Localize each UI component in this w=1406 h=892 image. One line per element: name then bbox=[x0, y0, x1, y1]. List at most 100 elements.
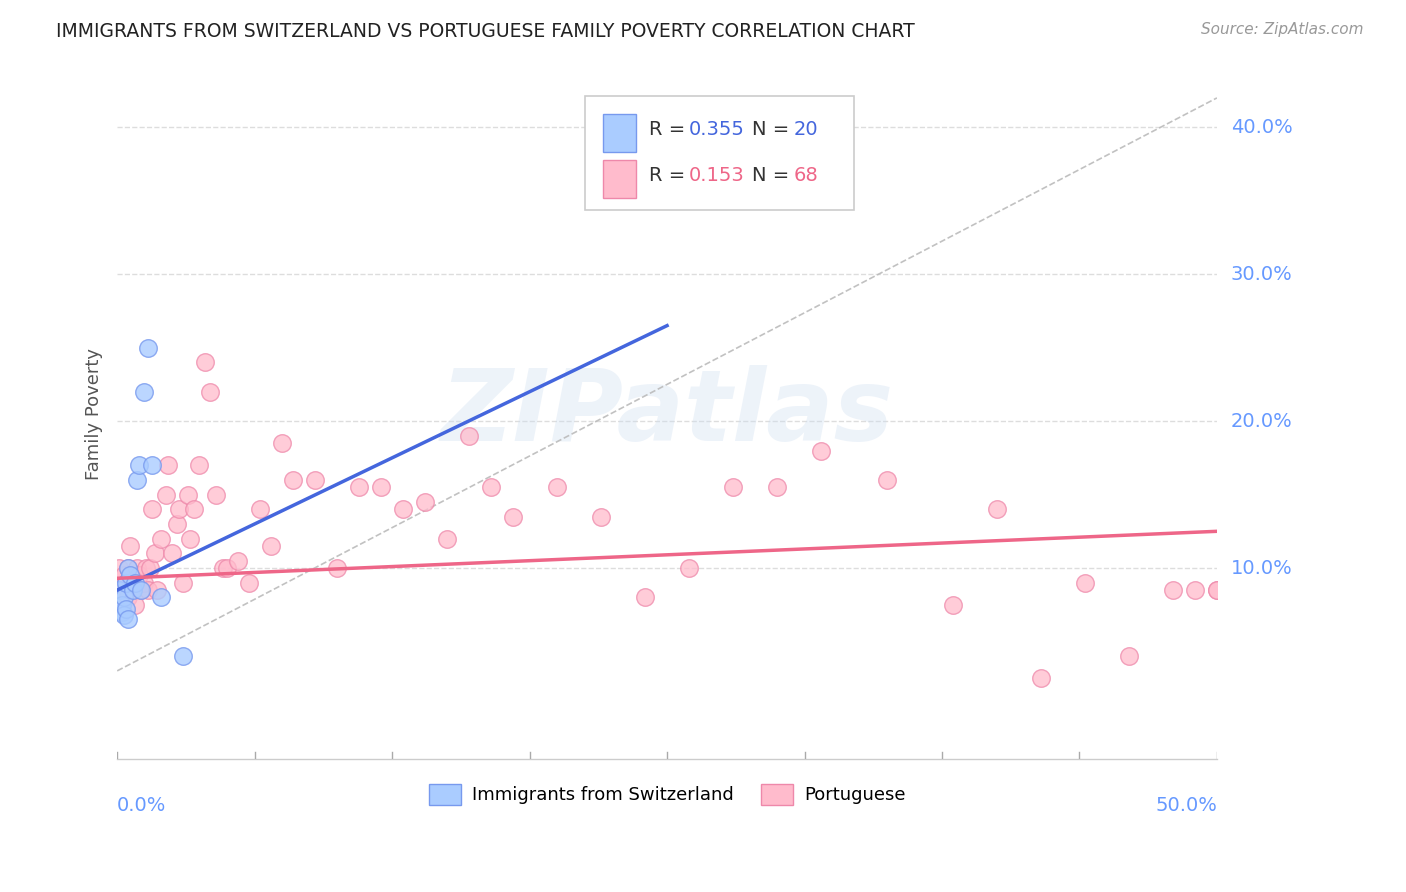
Text: ZIPatlas: ZIPatlas bbox=[440, 365, 894, 462]
Point bbox=[112, 591, 135, 605]
Point bbox=[128, 458, 150, 473]
Point bbox=[413, 495, 436, 509]
Point bbox=[217, 561, 239, 575]
Point bbox=[326, 561, 349, 575]
Point bbox=[942, 598, 965, 612]
Point bbox=[502, 509, 524, 524]
Text: 20.0%: 20.0% bbox=[1230, 411, 1292, 431]
Point bbox=[238, 575, 260, 590]
Point bbox=[281, 473, 304, 487]
Point bbox=[1206, 583, 1229, 598]
Point bbox=[131, 583, 153, 598]
Point bbox=[1118, 649, 1140, 664]
Point bbox=[155, 487, 177, 501]
Point bbox=[141, 502, 163, 516]
Point bbox=[249, 502, 271, 516]
Point bbox=[260, 539, 283, 553]
Point bbox=[112, 608, 135, 623]
Text: 50.0%: 50.0% bbox=[1156, 796, 1218, 814]
Point bbox=[132, 384, 155, 399]
Point bbox=[167, 502, 190, 516]
Point bbox=[124, 575, 146, 590]
Y-axis label: Family Poverty: Family Poverty bbox=[86, 348, 103, 480]
Point bbox=[108, 561, 131, 575]
Text: 68: 68 bbox=[793, 166, 818, 185]
Point bbox=[108, 583, 131, 598]
Point bbox=[117, 561, 139, 575]
Point bbox=[120, 568, 142, 582]
Point bbox=[194, 355, 217, 369]
Text: 0.153: 0.153 bbox=[689, 166, 745, 185]
Text: IMMIGRANTS FROM SWITZERLAND VS PORTUGUESE FAMILY POVERTY CORRELATION CHART: IMMIGRANTS FROM SWITZERLAND VS PORTUGUES… bbox=[56, 22, 915, 41]
Point bbox=[150, 532, 173, 546]
Point bbox=[198, 384, 221, 399]
Point bbox=[117, 561, 139, 575]
Point bbox=[183, 502, 205, 516]
Point bbox=[120, 539, 142, 553]
Text: 0.355: 0.355 bbox=[689, 120, 745, 139]
Point bbox=[156, 458, 179, 473]
Point bbox=[271, 436, 294, 450]
Point bbox=[128, 568, 150, 582]
FancyBboxPatch shape bbox=[603, 160, 637, 198]
Point bbox=[136, 583, 159, 598]
Text: 20: 20 bbox=[793, 120, 818, 139]
Point bbox=[479, 480, 502, 494]
Point bbox=[392, 502, 415, 516]
Point bbox=[172, 575, 194, 590]
Point bbox=[143, 546, 166, 560]
Point bbox=[678, 561, 700, 575]
Point bbox=[150, 591, 173, 605]
Point bbox=[810, 443, 832, 458]
Point bbox=[721, 480, 744, 494]
Point bbox=[591, 509, 613, 524]
Point bbox=[141, 458, 163, 473]
Point bbox=[187, 458, 209, 473]
Point bbox=[179, 532, 201, 546]
Point bbox=[121, 583, 143, 598]
Point bbox=[110, 605, 132, 619]
Point bbox=[304, 473, 326, 487]
FancyBboxPatch shape bbox=[603, 114, 637, 152]
Point bbox=[458, 429, 481, 443]
Point bbox=[125, 561, 148, 575]
Point bbox=[634, 591, 657, 605]
Point bbox=[131, 583, 153, 598]
Text: R =: R = bbox=[650, 120, 692, 139]
Point bbox=[876, 473, 898, 487]
Point bbox=[172, 649, 194, 664]
Text: 40.0%: 40.0% bbox=[1230, 118, 1292, 136]
Point bbox=[1206, 583, 1229, 598]
Point bbox=[546, 480, 568, 494]
Point bbox=[121, 583, 143, 598]
Point bbox=[136, 341, 159, 355]
Point bbox=[176, 487, 198, 501]
Point bbox=[1029, 671, 1052, 685]
Point bbox=[115, 575, 138, 590]
FancyBboxPatch shape bbox=[585, 96, 853, 211]
Point bbox=[1184, 583, 1206, 598]
Point bbox=[117, 591, 139, 605]
Point bbox=[436, 532, 458, 546]
Point bbox=[160, 546, 183, 560]
Text: N =: N = bbox=[752, 166, 796, 185]
Text: 30.0%: 30.0% bbox=[1230, 265, 1292, 284]
Point bbox=[146, 583, 169, 598]
Point bbox=[132, 575, 155, 590]
Point bbox=[124, 598, 146, 612]
Point bbox=[1074, 575, 1097, 590]
Point bbox=[205, 487, 228, 501]
Point bbox=[226, 554, 249, 568]
Point bbox=[986, 502, 1008, 516]
Point bbox=[139, 561, 162, 575]
Point bbox=[110, 598, 132, 612]
Text: N =: N = bbox=[752, 120, 796, 139]
Point bbox=[766, 480, 789, 494]
Point bbox=[1161, 583, 1184, 598]
Point bbox=[125, 473, 148, 487]
Point bbox=[115, 575, 138, 590]
Text: Source: ZipAtlas.com: Source: ZipAtlas.com bbox=[1201, 22, 1364, 37]
Text: R =: R = bbox=[650, 166, 692, 185]
Point bbox=[115, 602, 138, 616]
Point bbox=[112, 568, 135, 582]
